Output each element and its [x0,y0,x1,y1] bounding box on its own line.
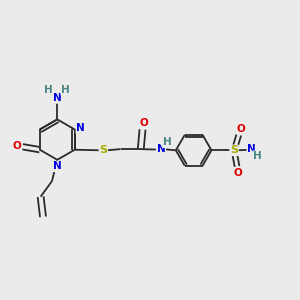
Text: H: H [61,85,70,95]
Text: S: S [99,145,107,155]
Text: N: N [53,161,62,171]
Text: O: O [236,124,245,134]
Text: O: O [13,141,22,151]
Text: O: O [140,118,148,128]
Text: N: N [157,144,165,154]
Text: H: H [44,85,53,95]
Text: N: N [76,123,85,133]
Text: H: H [163,137,172,147]
Text: S: S [230,145,238,155]
Text: H: H [253,151,262,161]
Text: O: O [233,168,242,178]
Text: N: N [247,144,256,154]
Text: N: N [53,93,62,103]
